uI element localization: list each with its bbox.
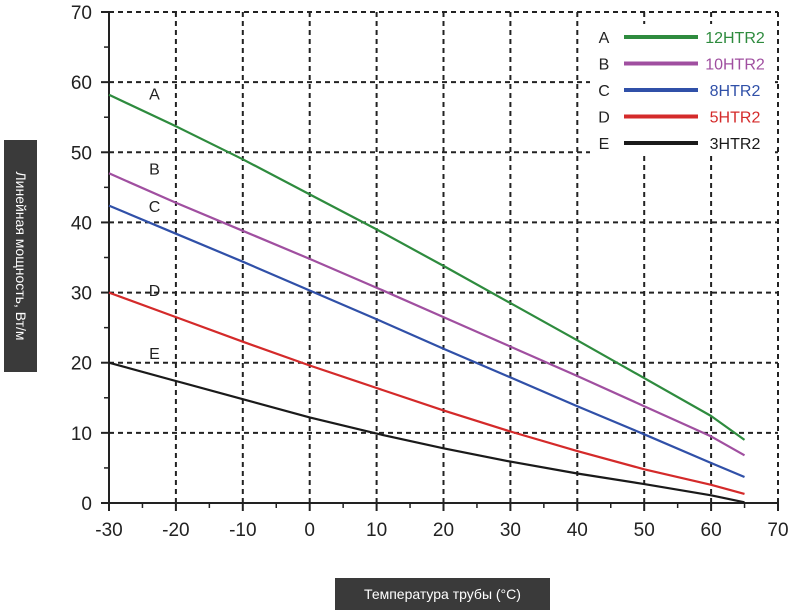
legend: A 12HTR2 B 10HTR2 C 8HTR2 D 5HTR2 E 3HTR2	[590, 24, 772, 156]
tick-labels: -30 -20 -10 0 10 20 30 40 50 60 70 0 10 20 30 40 50 60 70	[71, 3, 789, 541]
x-tick-label: -30	[95, 520, 122, 541]
curve-label-c: C	[149, 199, 161, 216]
y-tick-label: 50	[71, 143, 92, 164]
y-tick-label: 60	[71, 73, 92, 94]
curve-label-d: D	[149, 283, 161, 300]
x-tick-label: 50	[634, 520, 655, 541]
y-tick-label: 20	[71, 354, 92, 375]
x-tick-label: 20	[433, 520, 454, 541]
x-tick-label: 30	[500, 520, 521, 541]
series-line-d	[108, 291, 745, 495]
x-tick-label: -10	[229, 520, 256, 541]
legend-entry-a: 12HTR2	[705, 30, 765, 47]
curve-label-b: B	[149, 162, 160, 179]
legend-letter-a: A	[599, 30, 610, 47]
x-tick-label: 70	[767, 520, 788, 541]
curve-label-a: A	[149, 87, 160, 104]
x-tick-label: 0	[304, 520, 315, 541]
y-tick-label: 30	[71, 284, 92, 305]
legend-entry-b: 10HTR2	[705, 57, 765, 74]
legend-letter-b: B	[599, 57, 610, 74]
legend-entry-e: 3HTR2	[710, 136, 761, 153]
curve-labels: A B C D E	[149, 87, 161, 364]
legend-letter-c: C	[598, 83, 610, 100]
axes	[101, 11, 779, 511]
y-axis-label-box: Линейная мощность, Вт/м	[4, 140, 37, 372]
grid	[109, 11, 779, 503]
x-tick-label: 10	[366, 520, 387, 541]
y-axis-label: Линейная мощность, Вт/м	[12, 171, 29, 341]
y-tick-label: 70	[71, 3, 92, 24]
x-tick-label: 40	[567, 520, 588, 541]
y-tick-label: 0	[81, 494, 92, 515]
series-line-e	[108, 361, 745, 504]
curve-label-e: E	[149, 346, 160, 363]
x-tick-label: -20	[162, 520, 189, 541]
legend-entry-d: 5HTR2	[710, 110, 761, 127]
series-line-a	[108, 93, 746, 441]
legend-letter-e: E	[599, 136, 610, 153]
legend-letter-d: D	[598, 110, 610, 127]
x-axis-label: Температура трубы (°C)	[335, 578, 550, 610]
y-tick-label: 10	[71, 424, 92, 445]
x-tick-label: 60	[701, 520, 722, 541]
series-line-b	[108, 172, 746, 457]
y-tick-label: 40	[71, 213, 92, 234]
legend-entry-c: 8HTR2	[710, 83, 761, 100]
series-lines	[108, 93, 746, 504]
series-line-c	[108, 204, 745, 479]
